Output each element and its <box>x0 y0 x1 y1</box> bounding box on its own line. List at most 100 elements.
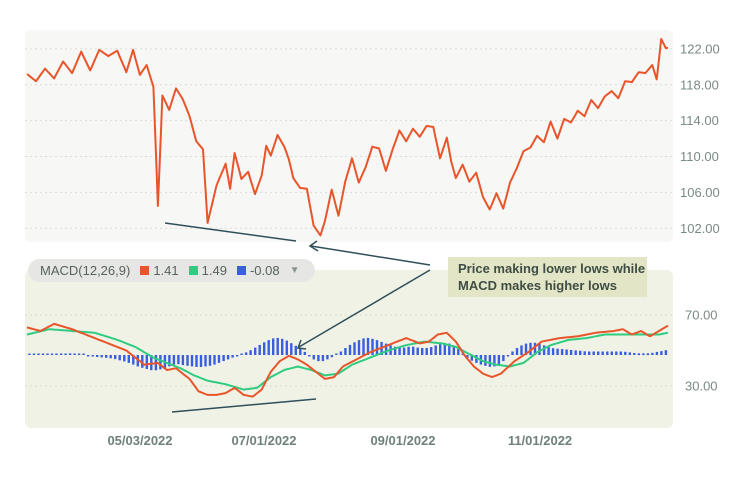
histogram-bar <box>303 351 306 355</box>
macd-higher-lows-trendline <box>171 398 317 413</box>
histogram-bar <box>263 342 266 355</box>
histogram-bar <box>141 355 144 368</box>
histogram-bar <box>434 345 437 355</box>
legend-title: MACD(12,26,9) <box>40 263 131 278</box>
price-gridlines <box>25 48 673 229</box>
histogram-bar <box>556 348 559 355</box>
histogram-bar <box>312 355 315 360</box>
histogram-bar <box>421 348 424 355</box>
price-line <box>26 38 668 237</box>
histogram-bar <box>366 337 370 355</box>
histogram-bar <box>547 347 550 355</box>
signal-swatch <box>188 266 198 275</box>
histogram-bar <box>448 343 451 355</box>
histogram-bar <box>299 348 302 355</box>
histogram-bar <box>628 352 631 355</box>
x-tick-label: 07/01/2022 <box>231 433 296 448</box>
histogram-bar <box>335 353 338 355</box>
y-axis-labels: 122.00 118.00 114.00 110.00 106.00 102.00 70.0… <box>680 41 720 393</box>
histogram-bar <box>651 352 654 355</box>
histogram-bar <box>655 351 659 355</box>
x-tick-label: 11/01/2022 <box>508 433 572 448</box>
histogram-bar <box>430 347 433 355</box>
price-tick-label: 102.00 <box>680 221 720 236</box>
macd-histogram <box>28 337 668 371</box>
triangle-down-icon[interactable]: ▼ <box>289 265 300 276</box>
histogram-bar <box>127 355 130 363</box>
histogram-bar <box>109 355 112 359</box>
histogram-bar <box>470 355 473 361</box>
histogram-bar <box>82 353 85 355</box>
histogram-bar <box>592 351 595 355</box>
histogram-bar <box>172 355 176 365</box>
macd-legend[interactable]: MACD(12,26,9) 1.41 1.49 -0.08 ▼ <box>28 259 315 282</box>
price-tick-label: 110.00 <box>680 149 719 164</box>
histogram-swatch <box>236 266 246 275</box>
histogram-bar <box>502 355 505 362</box>
histogram-bar <box>615 351 618 355</box>
histogram-bar <box>249 350 252 355</box>
histogram-bar <box>267 340 270 355</box>
histogram-bar <box>439 344 442 355</box>
histogram-value: -0.08 <box>249 263 280 278</box>
histogram-bar <box>96 355 99 357</box>
histogram-bar <box>601 351 604 355</box>
histogram-bar <box>59 353 63 355</box>
histogram-bar <box>642 353 645 356</box>
histogram-bar <box>222 355 225 362</box>
histogram-bar <box>362 338 365 355</box>
price-arrowhead <box>308 240 319 252</box>
histogram-bar <box>105 355 108 358</box>
histogram-bar <box>32 353 36 355</box>
histogram-bar <box>407 346 410 355</box>
histogram-bar <box>565 349 568 355</box>
histogram-bar <box>213 355 216 365</box>
histogram-bar <box>560 349 564 355</box>
histogram-bar <box>646 353 650 356</box>
histogram-bar <box>285 340 288 355</box>
histogram-bar <box>28 353 31 355</box>
histogram-bar <box>619 351 622 355</box>
histogram-bar <box>168 355 171 367</box>
histogram-bar <box>637 353 641 356</box>
histogram-bar <box>244 352 248 355</box>
histogram-bar <box>664 350 668 355</box>
histogram-bar <box>443 343 446 355</box>
histogram-bar <box>384 343 388 355</box>
histogram-bar <box>475 355 478 363</box>
histogram-bar <box>375 340 379 355</box>
histogram-bar <box>551 348 555 355</box>
histogram-bar <box>344 348 347 355</box>
histogram-bar <box>132 355 135 365</box>
histogram-bar <box>55 353 58 355</box>
histogram-bar <box>91 355 94 357</box>
histogram-bar <box>100 355 103 358</box>
trendlines <box>164 222 431 413</box>
macd-value: 1.41 <box>153 263 179 278</box>
histogram-bar <box>150 355 153 371</box>
macd-series <box>26 322 669 398</box>
histogram-bar <box>533 342 537 356</box>
histogram-bar <box>77 353 81 355</box>
signal-value: 1.49 <box>201 263 227 278</box>
price-tick-label: 114.00 <box>680 113 719 128</box>
histogram-bar <box>515 348 519 355</box>
histogram-bar <box>199 355 203 367</box>
histogram-bar <box>524 343 528 355</box>
histogram-bar <box>50 353 54 355</box>
histogram-bar <box>452 345 455 355</box>
histogram-bar <box>64 353 67 355</box>
histogram-bar <box>606 351 609 355</box>
histogram-bar <box>511 351 514 355</box>
histogram-bar <box>159 355 162 370</box>
price-tick-label: 106.00 <box>680 185 720 200</box>
histogram-bar <box>402 347 406 355</box>
histogram-bar <box>497 355 501 365</box>
histogram-bar <box>633 353 636 355</box>
histogram-bar <box>339 351 343 355</box>
histogram-bar <box>538 343 541 355</box>
histogram-bar <box>231 355 234 358</box>
histogram-bar <box>321 355 325 362</box>
histogram-bar <box>281 338 284 355</box>
